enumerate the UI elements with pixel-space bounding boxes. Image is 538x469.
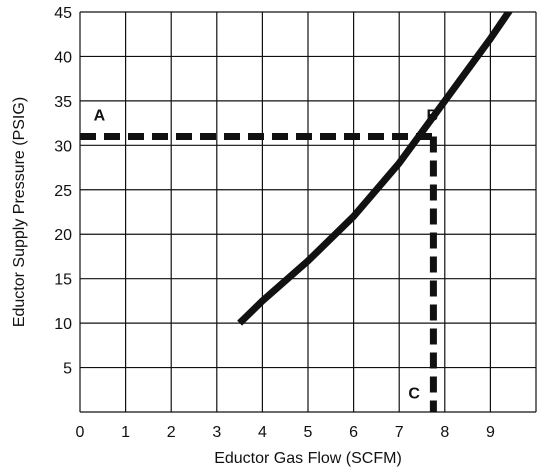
annotation-a: A	[94, 107, 106, 124]
x-tick-label: 0	[76, 424, 85, 441]
y-tick-label: 35	[54, 94, 72, 111]
series-layer	[237, 12, 513, 326]
y-tick-label: 30	[54, 138, 72, 155]
y-tick-label: 45	[54, 5, 72, 22]
grid	[79, 11, 537, 413]
x-tick-label: 4	[258, 424, 267, 441]
annotation-c: C	[408, 386, 420, 403]
x-tick-labels: 0 1 2 3 4 5 6 7 8 9	[76, 424, 495, 441]
x-tick-label: 5	[304, 424, 313, 441]
y-tick-label: 25	[54, 183, 72, 200]
y-tick-labels: 5 10 15 20 25 30 35 40 45	[54, 5, 72, 378]
guide-lines	[80, 132, 437, 412]
x-tick-label: 2	[167, 424, 176, 441]
x-tick-label: 1	[121, 424, 130, 441]
y-tick-label: 20	[54, 227, 72, 244]
y-tick-label: 10	[54, 316, 72, 333]
y-tick-label: 40	[54, 49, 72, 66]
x-tick-label: 9	[486, 424, 495, 441]
x-tick-label: 3	[212, 424, 221, 441]
series-line	[237, 12, 513, 326]
x-tick-label: 7	[395, 424, 404, 441]
x-axis-label: Eductor Gas Flow (SCFM)	[214, 450, 402, 467]
x-tick-label: 8	[440, 424, 449, 441]
y-tick-label: 15	[54, 272, 72, 289]
y-axis-label: Eductor Supply Pressure (PSIG)	[11, 97, 28, 327]
y-tick-label: 5	[63, 361, 72, 378]
annotation-b: B	[427, 107, 439, 124]
annotations: A B C	[94, 107, 438, 402]
x-tick-label: 6	[349, 424, 358, 441]
